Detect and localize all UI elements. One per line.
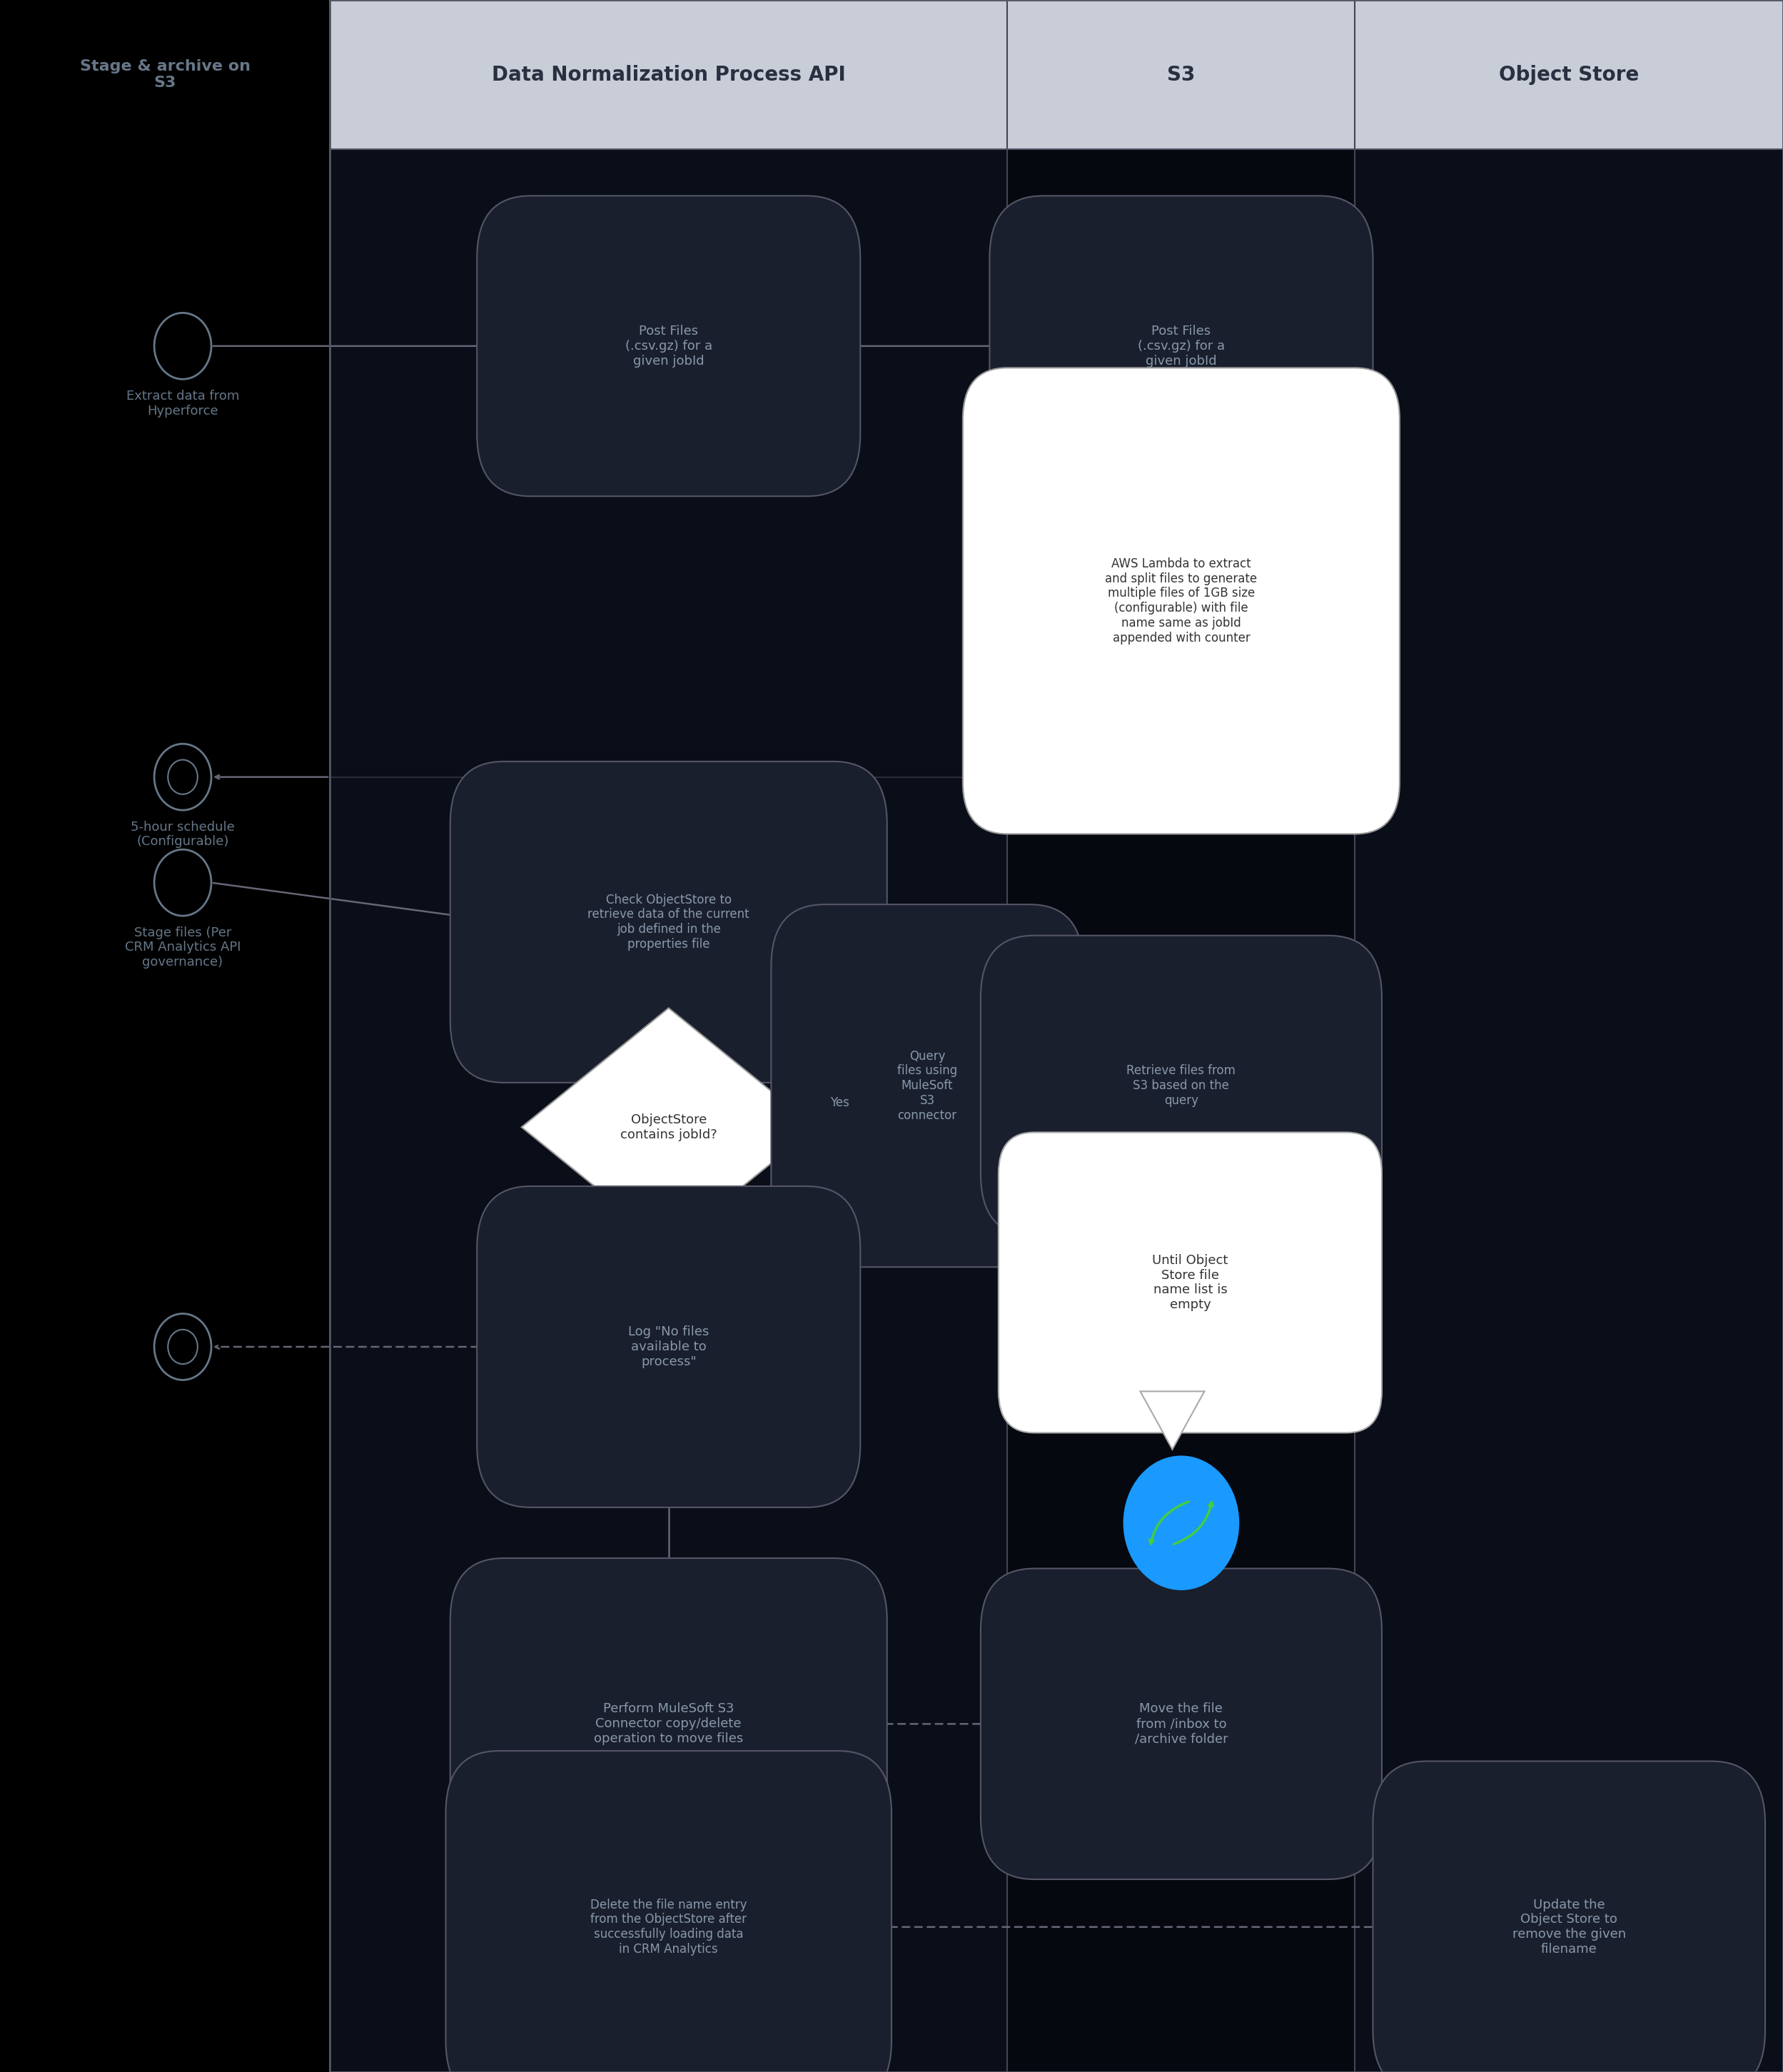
Bar (0, 0, 330, 2072)
Text: Move the file
from /inbox to
/archive folder: Move the file from /inbox to /archive fo… (1134, 1703, 1228, 1745)
Text: Upload data to CRM
Analytics: Upload data to CRM Analytics (1118, 1614, 1245, 1641)
FancyBboxPatch shape (449, 760, 886, 1082)
FancyBboxPatch shape (990, 197, 1373, 497)
FancyBboxPatch shape (446, 1751, 892, 2072)
Polygon shape (1141, 1392, 1204, 1450)
Text: ObjectStore
contains jobId?: ObjectStore contains jobId? (620, 1113, 717, 1142)
Text: Retrieve files from
S3 based on the
query: Retrieve files from S3 based on the quer… (1127, 1065, 1236, 1106)
Text: AWS Lambda to extract
and split files to generate
multiple files of 1GB size
(co: AWS Lambda to extract and split files to… (1105, 557, 1257, 644)
Text: Post Files
(.csv.gz) for a
given jobId: Post Files (.csv.gz) for a given jobId (1138, 325, 1225, 367)
Bar (0, 0, 330, 149)
Text: Delete the file name entry
from the ObjectStore after
successfully loading data
: Delete the file name entry from the Obje… (590, 1898, 747, 1956)
Text: S3: S3 (1168, 64, 1195, 85)
FancyBboxPatch shape (981, 934, 1382, 1235)
FancyBboxPatch shape (998, 1131, 1382, 1434)
Bar (1355, 0, 1783, 2072)
Text: Object Store: Object Store (1500, 64, 1639, 85)
FancyBboxPatch shape (449, 1558, 886, 1890)
Text: Post Files
(.csv.gz) for a
given jobId: Post Files (.csv.gz) for a given jobId (626, 325, 711, 367)
FancyBboxPatch shape (963, 369, 1400, 835)
Text: Check ObjectStore to
retrieve data of the current
job defined in the
properties : Check ObjectStore to retrieve data of th… (588, 893, 749, 951)
Bar (330, 0, 1783, 2072)
Bar (330, 0, 1783, 149)
FancyBboxPatch shape (476, 1185, 859, 1508)
FancyBboxPatch shape (1373, 1761, 1765, 2072)
Text: Perform MuleSoft S3
Connector copy/delete
operation to move files: Perform MuleSoft S3 Connector copy/delet… (594, 1703, 744, 1745)
Text: Data Normalization Process API: Data Normalization Process API (492, 64, 845, 85)
Text: Until Object
Store file
name list is
empty: Until Object Store file name list is emp… (1152, 1254, 1228, 1312)
Text: Stage & archive on
S3: Stage & archive on S3 (80, 60, 250, 89)
Text: Query
files using
MuleSoft
S3
connector: Query files using MuleSoft S3 connector (897, 1051, 957, 1121)
FancyBboxPatch shape (770, 903, 1082, 1266)
Text: 5-hour schedule
(Configurable): 5-hour schedule (Configurable) (130, 821, 235, 847)
Text: Update the
Object Store to
remove the given
filename: Update the Object Store to remove the gi… (1512, 1898, 1626, 1956)
Text: Extract data from
Hyperforce: Extract data from Hyperforce (127, 390, 239, 416)
Bar (330, 0, 1007, 2072)
Bar (1007, 0, 1355, 2072)
Text: No: No (615, 1274, 631, 1287)
FancyBboxPatch shape (981, 1569, 1382, 1879)
Circle shape (1123, 1457, 1237, 1589)
Text: Yes: Yes (829, 1096, 849, 1109)
Text: Log "No files
available to
process": Log "No files available to process" (628, 1326, 710, 1368)
Polygon shape (521, 1007, 815, 1245)
Text: Stage files (Per
CRM Analytics API
governance): Stage files (Per CRM Analytics API gover… (125, 926, 241, 970)
FancyBboxPatch shape (476, 197, 859, 497)
